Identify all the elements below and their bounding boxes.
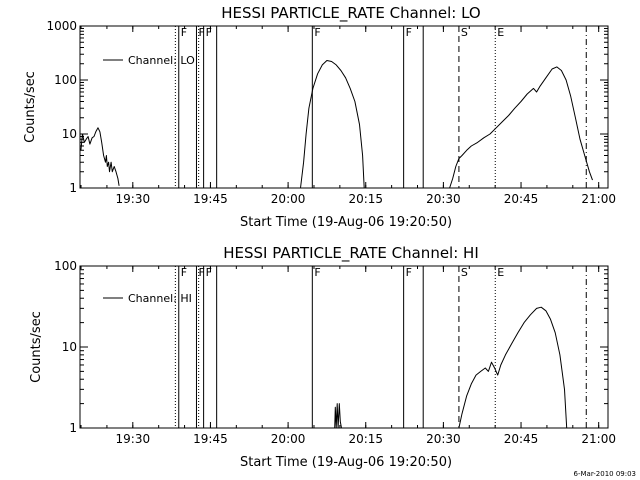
x-tick-label: 19:45 — [193, 432, 228, 446]
series-line-segment-1-2 — [458, 306, 568, 429]
marker-label-11: S — [461, 266, 468, 279]
y-tick-label: 10 — [62, 340, 77, 354]
marker-label-8: F — [314, 26, 320, 39]
series-hi — [334, 306, 568, 429]
marker-label-4: F — [198, 26, 204, 39]
x-axis-label-lo: Start Time (19-Aug-06 19:20:50) — [240, 215, 452, 230]
axis-ticks-hi: 19:30 19:45 20:00 20:15 20:30 20:45 21:00 1 10 10… — [54, 259, 616, 446]
series-line-segment-1-3 — [449, 66, 593, 189]
x-tick-label: 20:00 — [271, 432, 306, 446]
x-tick-label: 21:00 — [581, 192, 616, 206]
marker-label-6: F — [206, 26, 212, 39]
series-line-segment-1-1 — [80, 127, 120, 186]
x-tick-label: 19:30 — [116, 192, 151, 206]
marker-label-11: S — [461, 26, 468, 39]
x-tick-label: 20:30 — [426, 192, 461, 206]
x-tick-label: 20:15 — [348, 192, 383, 206]
x-tick-label: 20:30 — [426, 432, 461, 446]
marker-label-9: F — [406, 266, 412, 279]
y-tick-label: 1 — [69, 181, 77, 195]
marker-label-9: F — [406, 26, 412, 39]
x-tick-label: 21:00 — [581, 432, 616, 446]
marker-label-8: F — [314, 266, 320, 279]
y-tick-label: 100 — [54, 259, 77, 273]
y-axis-label-hi: Counts/sec — [29, 311, 44, 383]
series-line-segment-1-2 — [300, 60, 365, 189]
marker-label-12: E — [497, 266, 504, 279]
series-line-segment-1-1 — [334, 403, 342, 429]
x-tick-label: 20:45 — [504, 192, 539, 206]
marker-label-12: E — [497, 26, 504, 39]
x-tick-label: 19:45 — [193, 192, 228, 206]
marker-label-3: F — [181, 266, 187, 279]
marker-label-6: F — [206, 266, 212, 279]
plot-frame-hi — [79, 265, 609, 429]
x-tick-label: 20:45 — [504, 432, 539, 446]
x-axis-label-hi: Start Time (19-Aug-06 19:20:50) — [240, 455, 452, 470]
x-tick-label: 20:00 — [271, 192, 306, 206]
x-tick-label: 19:30 — [116, 432, 151, 446]
legend-label-hi: Channel: HI — [128, 292, 192, 305]
y-tick-label: 10 — [62, 127, 77, 141]
plot-frame-lo — [79, 25, 609, 189]
y-axis-label-lo: Counts/sec — [23, 71, 38, 143]
marker-label-3: F — [181, 26, 187, 39]
chart-title-lo: HESSI PARTICLE_RATE Channel: LO — [221, 4, 480, 23]
axis-ticks-lo: 19:30 19:45 20:00 20:15 20:30 20:45 21:00 1 10 10… — [46, 19, 616, 206]
y-tick-label: 1000 — [46, 19, 77, 33]
footer-timestamp: 6-Mar-2010 09:03 — [574, 470, 636, 478]
chart-title-hi: HESSI PARTICLE_RATE Channel: HI — [223, 244, 479, 263]
legend-hi: Channel: HI — [103, 292, 192, 305]
y-tick-label: 100 — [54, 73, 77, 87]
legend-label-lo: Channel: LO — [128, 54, 195, 67]
legend-lo: Channel: LO — [103, 54, 195, 67]
y-tick-label: 1 — [69, 421, 77, 435]
series-lo — [80, 60, 593, 189]
x-tick-label: 20:15 — [348, 432, 383, 446]
marker-label-4: F — [198, 266, 204, 279]
